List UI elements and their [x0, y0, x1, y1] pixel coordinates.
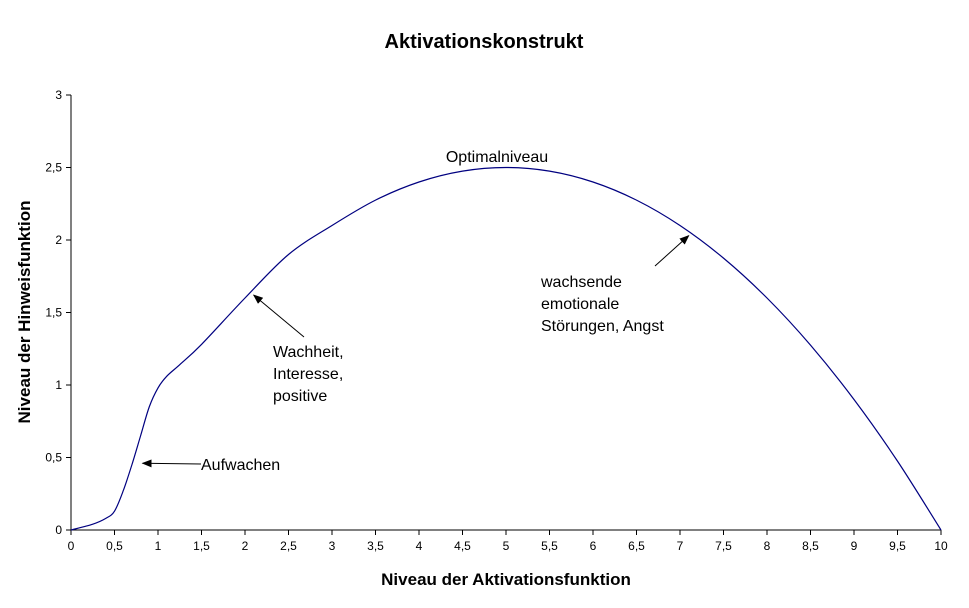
x-tick-label: 4 — [416, 539, 423, 553]
x-axis-label: Niveau der Aktivationsfunktion — [381, 570, 631, 589]
x-tick-label: 1 — [155, 539, 162, 553]
annotation-label: positive — [273, 388, 327, 405]
x-tick-label: 2 — [242, 539, 249, 553]
x-tick-label: 0,5 — [106, 539, 123, 553]
x-tick-label: 4,5 — [454, 539, 471, 553]
x-tick-label: 9 — [851, 539, 858, 553]
y-tick-label: 0 — [55, 523, 62, 537]
x-tick-label: 7,5 — [715, 539, 732, 553]
annotation-arrow — [252, 294, 305, 338]
x-tick-label: 0 — [68, 539, 75, 553]
y-tick-label: 2 — [55, 233, 62, 247]
x-tick-label: 7 — [677, 539, 684, 553]
x-tick-label: 1,5 — [193, 539, 210, 553]
annotation-arrow — [141, 459, 202, 468]
annotation-label: Aufwachen — [201, 457, 280, 474]
y-axis-label: Niveau der Hinweisfunktion — [15, 201, 34, 424]
y-tick-label: 1,5 — [45, 306, 62, 320]
x-tick-label: 3,5 — [367, 539, 384, 553]
x-tick-label: 9,5 — [889, 539, 906, 553]
annotation-label: Wachheit, — [273, 344, 344, 361]
y-tick-label: 2,5 — [45, 161, 62, 175]
y-tick-label: 0,5 — [45, 451, 62, 465]
x-tick-label: 5,5 — [541, 539, 558, 553]
x-tick-label: 8 — [764, 539, 771, 553]
annotation-label: emotionale — [541, 296, 619, 313]
x-tick-label: 8,5 — [802, 539, 819, 553]
x-tick-label: 6 — [590, 539, 597, 553]
y-tick-label: 3 — [55, 88, 62, 102]
annotation-label: Optimalniveau — [446, 149, 548, 166]
x-tick-label: 2,5 — [280, 539, 297, 553]
y-tick-label: 1 — [55, 378, 62, 392]
chart-title: Aktivationskonstrukt — [385, 31, 584, 53]
annotation-label: wachsende — [540, 274, 622, 291]
data-line — [70, 166, 942, 531]
x-tick-label: 3 — [329, 539, 336, 553]
x-tick-label: 5 — [503, 539, 510, 553]
x-tick-label: 10 — [934, 539, 948, 553]
annotation-label: Interesse, — [273, 366, 343, 383]
annotation-label: Störungen, Angst — [541, 318, 664, 335]
annotation-arrow — [654, 234, 690, 267]
x-tick-label: 6,5 — [628, 539, 645, 553]
